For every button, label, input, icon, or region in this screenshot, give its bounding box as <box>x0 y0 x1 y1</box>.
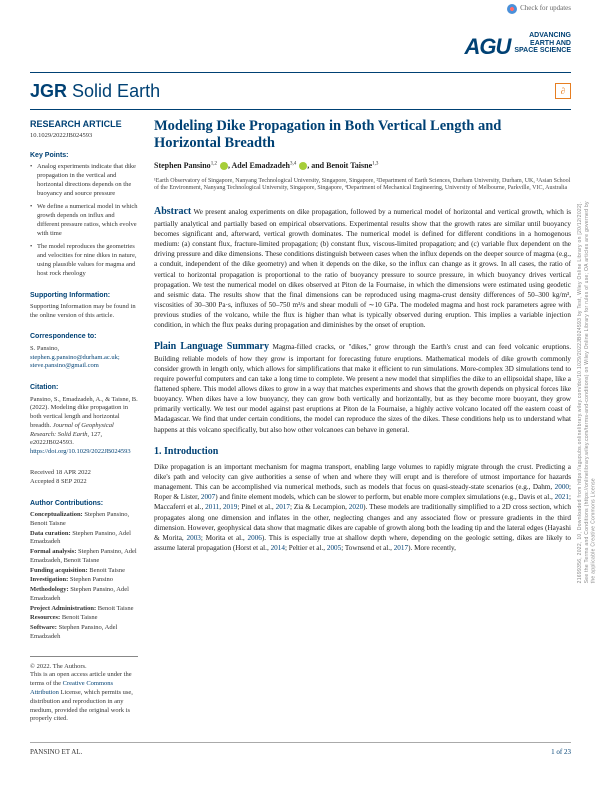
intro-text: ; Zia & Lecampion, <box>290 503 349 511</box>
citation-year[interactable]: 2019 <box>223 503 237 511</box>
intro-text: ) and finite element models, which can b… <box>215 493 554 501</box>
citation-year[interactable]: 2021 <box>555 493 569 501</box>
open-access-badge: ∂ <box>555 83 571 99</box>
author-list: Stephen Pansino1,2 , Adel Emadzadeh3,4 ,… <box>154 161 571 172</box>
citation-doi-link[interactable]: https://doi.org/10.1029/2022JB024593 <box>30 448 131 455</box>
citation-year[interactable]: 2007 <box>201 493 215 501</box>
citation-year[interactable]: 2005 <box>327 544 341 552</box>
citation-year[interactable]: 2006 <box>248 534 262 542</box>
author-3: Benoit Taisne <box>326 161 372 170</box>
intro-text: ; Pinel et al., <box>237 503 275 511</box>
correspondence-label: Correspondence to: <box>30 332 138 341</box>
key-point-item: Analog experiments indicate that dike pr… <box>30 163 138 198</box>
citation-year[interactable]: 2011 <box>205 503 219 511</box>
key-points-label: Key Points: <box>30 151 138 160</box>
citation-year[interactable]: 2020 <box>349 503 363 511</box>
agu-mark: AGU <box>464 32 510 62</box>
article-type: RESEARCH ARTICLE <box>30 118 138 130</box>
correspondence-email-2[interactable]: steve.pansino@gmail.com <box>30 362 99 369</box>
agu-tagline-1: ADVANCING <box>514 32 571 40</box>
intro-text: ; Peltier et al., <box>285 544 327 552</box>
contribution-line: Methodology: Stephen Pansino, Adel Emadz… <box>30 586 138 604</box>
footer-page-number: 1 of 23 <box>551 748 571 757</box>
intro-text: Dike propagation is an important mechani… <box>154 463 571 491</box>
contribution-line: Formal analysis: Stephen Pansino, Adel E… <box>30 548 138 566</box>
publisher-logo: AGU ADVANCING EARTH AND SPACE SCIENCE <box>30 32 571 62</box>
contribution-line: Software: Stephen Pansino, Adel Emadzade… <box>30 624 138 642</box>
affiliations: ¹Earth Observatory of Singapore, Nanyang… <box>154 178 571 194</box>
agu-tagline-2: EARTH AND <box>514 40 571 48</box>
author-3-sup: 1,3 <box>372 161 378 166</box>
agu-tagline-3: SPACE SCIENCE <box>514 47 571 55</box>
side-license-text: 21699356, 2022, 10, Downloaded from http… <box>577 194 597 583</box>
orcid-icon[interactable] <box>220 162 228 170</box>
author-1-sup: 1,2 <box>211 161 217 166</box>
author-and: , and <box>307 161 326 170</box>
orcid-icon[interactable] <box>299 162 307 170</box>
supporting-info-label: Supporting Information: <box>30 291 138 300</box>
author-1: Stephen Pansino <box>154 161 211 170</box>
contribution-line: Project Administration: Benoit Taisne <box>30 605 138 614</box>
contribution-line: Conceptualization: Stephen Pansino, Beno… <box>30 511 138 529</box>
section-heading-introduction: 1. Introduction <box>154 445 571 459</box>
paper-title: Modeling Dike Propagation in Both Vertic… <box>154 118 571 153</box>
journal-prefix: JGR <box>30 81 67 101</box>
journal-title-bar: JGR Solid Earth ∂ <box>30 72 571 110</box>
check-updates-label: Check for updates <box>520 4 571 13</box>
citation-year[interactable]: 2003 <box>187 534 201 542</box>
plain-summary-label: Plain Language Summary <box>154 341 269 352</box>
check-updates-badge[interactable]: Check for updates <box>507 4 571 14</box>
author-contributions-label: Author Contributions: <box>30 499 138 508</box>
contribution-line: Funding acquisition: Benoit Taisne <box>30 567 138 576</box>
correspondence-name: S. Pansino, <box>30 345 138 354</box>
correspondence-email-1[interactable]: stephen.g.pansino@durham.ac.uk; <box>30 354 120 361</box>
abstract-text: We present analog experiments on dike pr… <box>154 208 571 329</box>
citation-year[interactable]: 2000 <box>555 483 569 491</box>
contribution-line: Investigation: Stephen Pansino <box>30 576 138 585</box>
accepted-date: Accepted 8 SEP 2022 <box>30 478 138 487</box>
citation-year[interactable]: 2017 <box>394 544 408 552</box>
crossmark-icon <box>507 4 517 14</box>
footer-authors: PANSINO ET AL. <box>30 748 82 757</box>
contribution-line: Resources: Benoit Taisne <box>30 614 138 623</box>
received-date: Received 18 APR 2022 <box>30 469 138 478</box>
key-point-item: We define a numerical model in which gro… <box>30 203 138 238</box>
citation-year[interactable]: 2017 <box>276 503 290 511</box>
abstract-label: Abstract <box>154 206 191 217</box>
intro-paragraph: Dike propagation is an important mechani… <box>154 462 571 553</box>
author-2-sup: 3,4 <box>290 161 296 166</box>
journal-name: Solid Earth <box>72 81 160 101</box>
citation-year[interactable]: 2014 <box>271 544 285 552</box>
citation-label: Citation: <box>30 383 138 392</box>
supporting-info-text: Supporting Information may be found in t… <box>30 303 138 321</box>
doi: 10.1029/2022JB024593 <box>30 132 138 141</box>
plain-summary-text: Magma-filled cracks, or "dikes," grow th… <box>154 343 571 434</box>
intro-text: ; Morita et al., <box>201 534 248 542</box>
intro-text: ; Townsend et al., <box>341 544 393 552</box>
author-2: Adel Emadzadeh <box>232 161 290 170</box>
page-footer: PANSINO ET AL. 1 of 23 <box>30 742 571 757</box>
key-point-item: The model reproduces the geometries and … <box>30 243 138 278</box>
intro-text: ). More recently, <box>408 544 456 552</box>
contribution-line: Data curation: Stephen Pansino, Adel Ema… <box>30 530 138 548</box>
copyright-line: © 2022. The Authors. <box>30 663 138 672</box>
